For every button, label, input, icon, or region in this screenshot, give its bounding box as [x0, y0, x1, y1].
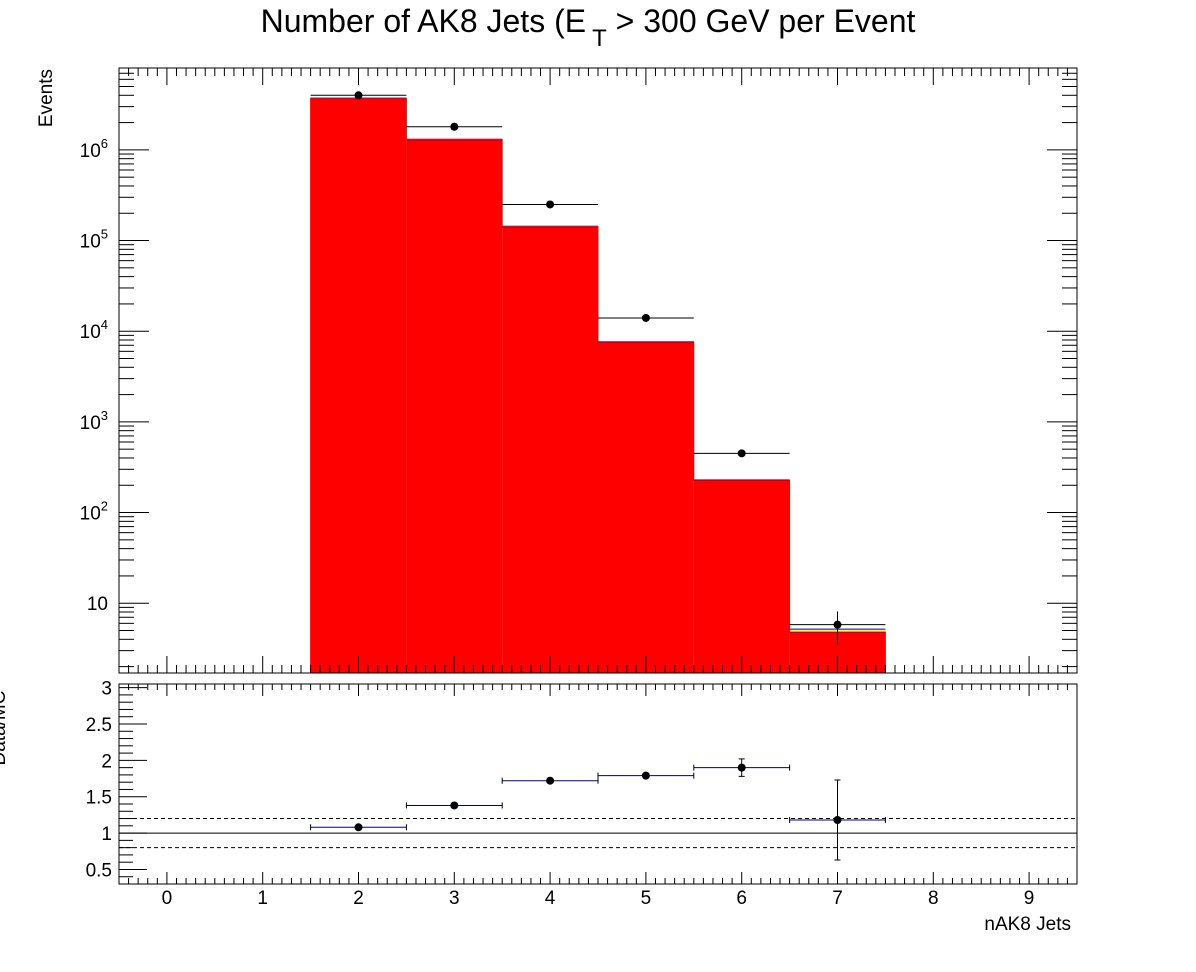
ratio-panel: 0.5 1 1.5 2 2.5 3 0 1 2 3 4 5 6 7 8 9 — [86, 679, 1078, 909]
ratio-frame — [118, 683, 1078, 885]
x-tick-label: 3 — [449, 888, 460, 909]
x-tick-label: 8 — [928, 888, 939, 909]
y-axis-label: Events — [36, 69, 57, 127]
ratio-point-6 — [737, 763, 746, 772]
x-tick-label: 1 — [257, 888, 268, 909]
x-tick-label: 0 — [162, 888, 173, 909]
data-point-2 — [354, 91, 363, 100]
ratio-y-tick-label: 3 — [101, 679, 112, 700]
ratio-y-tick-label: 2.5 — [86, 715, 112, 736]
ratio-y-tick-label: 2 — [101, 751, 112, 772]
y-tick-label: 102 — [80, 499, 108, 525]
ratio-y-tick-label: 1.5 — [86, 788, 112, 809]
ratio-point-4 — [546, 776, 555, 785]
data-point-7 — [833, 620, 842, 629]
y-tick-label: 103 — [80, 408, 108, 434]
x-tick-label: 9 — [1024, 888, 1035, 909]
x-tick-label: 7 — [832, 888, 843, 909]
ratio-point-3 — [450, 801, 459, 810]
ratio-y-axis-label: Data/MC — [0, 691, 10, 766]
background-bar-4 — [502, 226, 598, 673]
ratio-point-7 — [833, 816, 842, 824]
data-point-4 — [546, 200, 555, 209]
y-tick-label: 10 — [87, 594, 108, 615]
chart-title: Number of AK8 Jets (E T > 300 GeV per Eve… — [261, 3, 916, 52]
x-tick-label: 2 — [353, 888, 364, 909]
background-bar-2 — [310, 98, 407, 674]
x-tick-label: 4 — [545, 888, 556, 909]
x-tick-label: 5 — [641, 888, 652, 909]
top-panel: 10 102 103 104 105 106 — [80, 67, 1078, 674]
background-bar-5 — [598, 342, 694, 673]
background-bar-6 — [693, 480, 790, 673]
x-tick-label: 6 — [736, 888, 747, 909]
y-tick-label: 104 — [80, 317, 108, 343]
data-point-5 — [641, 313, 650, 322]
x-axis-label: nAK8 Jets — [984, 914, 1071, 935]
data-point-3 — [450, 122, 459, 131]
y-tick-label: 105 — [80, 227, 108, 253]
ratio-point-2 — [354, 823, 363, 832]
y-tick-label: 106 — [80, 136, 108, 162]
background-bar-3 — [406, 139, 503, 674]
ratio-y-tick-label: 0.5 — [86, 860, 112, 881]
ratio-point-5 — [641, 771, 650, 780]
data-point-6 — [737, 449, 746, 458]
ratio-y-tick-label: 1 — [101, 824, 112, 845]
background-outline — [310, 97, 886, 673]
